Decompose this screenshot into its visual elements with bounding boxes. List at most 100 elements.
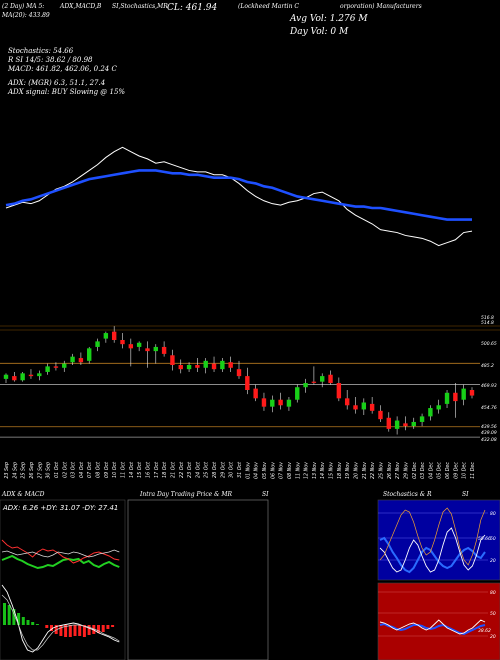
- candle-body: [78, 358, 84, 363]
- date-label: 28 Oct: [212, 461, 218, 478]
- macd-histogram-bar: [106, 625, 110, 629]
- candle-body: [95, 341, 100, 347]
- candle-body: [12, 376, 17, 381]
- date-label: 24 Sep: [12, 462, 18, 479]
- candle-body: [353, 405, 358, 410]
- candle-body: [28, 374, 34, 377]
- price-axis-label: 514.8: [481, 320, 494, 326]
- candle-body: [153, 346, 158, 352]
- candle-body: [111, 331, 117, 340]
- stoch-k-line: [379, 527, 486, 573]
- date-label: 04 Oct: [79, 461, 85, 478]
- date-label: 09 Dec: [453, 462, 459, 479]
- date-label: 15 Oct: [137, 461, 143, 478]
- title-right1: (Lockheed Martin C: [238, 3, 299, 10]
- macd-histogram-bar: [12, 609, 16, 625]
- date-label: 11 Dec: [470, 462, 476, 479]
- date-label: 03 Dec: [420, 462, 426, 479]
- rsi-ma-line: [379, 622, 486, 636]
- stoch-axis-label: 50: [490, 536, 496, 542]
- date-label: 08 Oct: [96, 461, 102, 478]
- candle-body: [419, 416, 425, 422]
- macd-histogram-bar: [26, 620, 30, 625]
- date-label: 13 Nov: [312, 462, 318, 479]
- date-label: 25 Nov: [378, 462, 384, 479]
- macd-line: [1, 584, 120, 653]
- candle-body: [411, 421, 416, 427]
- date-label: 26 Nov: [387, 462, 393, 479]
- candle-body: [436, 405, 441, 410]
- date-label: 05 Dec: [437, 462, 443, 479]
- date-label: 20 Nov: [354, 462, 360, 479]
- candle-body: [369, 403, 375, 411]
- date-label: 19 Nov: [345, 462, 351, 479]
- date-label: 18 Nov: [337, 462, 343, 479]
- adx-line: [1, 549, 120, 558]
- candle-body: [236, 369, 242, 377]
- rsi-panel: [377, 582, 500, 660]
- price-axis-label: 439.09: [481, 430, 497, 436]
- header-ma-label: MA(20): 433.89: [2, 12, 50, 19]
- macd-histogram-bar: [68, 625, 72, 637]
- date-label: 06 Dec: [445, 462, 451, 479]
- date-label: 04 Nov: [254, 462, 260, 479]
- candle-body: [386, 417, 391, 429]
- candle-body: [87, 348, 92, 361]
- rsi-line: [379, 619, 486, 635]
- candle-body: [469, 390, 475, 396]
- candle-body: [328, 374, 333, 384]
- candle-body: [428, 408, 433, 417]
- candle-body: [286, 399, 292, 407]
- title-mid: SI,Stochastics,MR: [112, 3, 168, 10]
- macd-histogram-bar: [101, 625, 105, 632]
- candle-body: [70, 356, 75, 363]
- candle-body: [211, 363, 217, 370]
- price-axis-label: 454.76: [481, 405, 497, 411]
- macd-histogram-bar: [92, 625, 96, 634]
- date-label: 14 Oct: [129, 461, 135, 478]
- macd-histogram-bar: [54, 625, 58, 634]
- candle-body: [136, 342, 142, 347]
- macd-histogram-bar: [3, 603, 6, 625]
- candle-body: [403, 423, 408, 427]
- adx-values: ADX: 6.26 +DY: 31.07 -DY: 27.41: [2, 504, 118, 512]
- date-label: 02 Oct: [62, 461, 68, 478]
- candle-body: [186, 365, 192, 370]
- date-label: 30 Sep: [46, 462, 52, 479]
- candle-body: [270, 399, 275, 407]
- date-label: 24 Oct: [195, 461, 201, 478]
- candle-body: [203, 360, 208, 368]
- date-label: 14 Nov: [320, 462, 326, 479]
- candle-body: [20, 373, 25, 381]
- macd-histogram-bar: [45, 625, 49, 628]
- macd-histogram-bar: [87, 625, 91, 635]
- macd-histogram-bar: [35, 624, 39, 625]
- candle-body: [261, 398, 267, 407]
- date-label: 16 Oct: [145, 461, 151, 478]
- macd-line: MACD: 461.82, 462.06, 0.24 C: [8, 65, 117, 73]
- candle-body: [178, 365, 183, 370]
- stoch-axis-label: 80: [490, 511, 496, 517]
- macd-histogram-bar: [64, 625, 68, 637]
- candle-body: [220, 360, 225, 370]
- stoch-d-line: [379, 536, 486, 574]
- date-label: 11 Oct: [121, 461, 127, 478]
- candle-body: [303, 383, 308, 388]
- stoch-value: 55.66: [478, 536, 491, 542]
- macd-histogram-bar: [78, 625, 82, 636]
- panel-adx-title: ADX & MACD: [2, 491, 45, 498]
- macd-signal-line: [1, 594, 120, 651]
- candle-body: [344, 398, 350, 406]
- date-label: 23 Sep: [4, 462, 10, 479]
- candle-body: [103, 333, 109, 339]
- candle-body: [453, 392, 458, 402]
- adx-signal-line: ADX signal: BUY Slowing @ 15%: [8, 88, 126, 96]
- adx-minus-dy-line: [1, 539, 120, 564]
- date-label: 27 Nov: [395, 462, 401, 479]
- candle-body: [295, 387, 300, 400]
- date-label: 30 Oct: [229, 461, 235, 478]
- candle-body: [461, 388, 466, 400]
- macd-histogram-bar: [59, 625, 63, 636]
- close-label: CL: 461.94: [167, 3, 218, 13]
- candle-body: [195, 365, 200, 368]
